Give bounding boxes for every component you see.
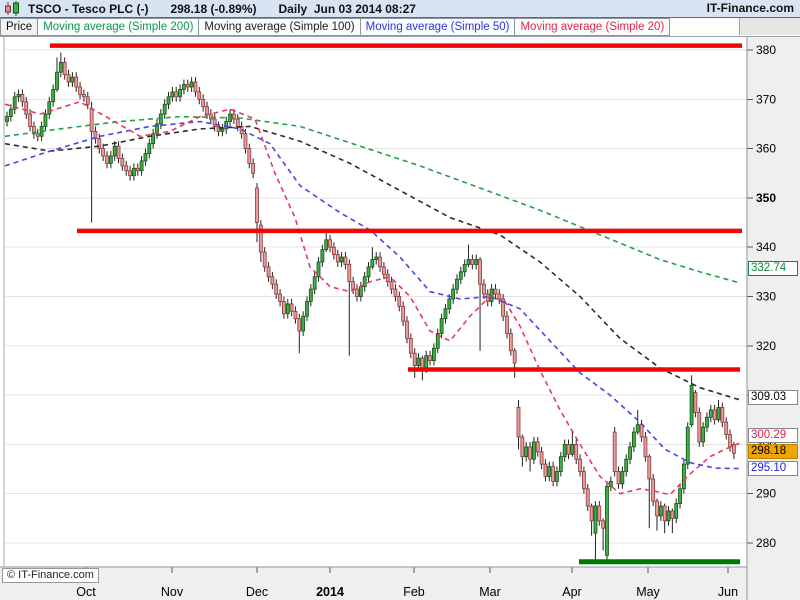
month-tick-label: Jun [718,585,738,599]
month-tick-label: Dec [246,585,268,599]
month-tick-label: Nov [161,585,184,599]
price-tick-label: 370 [756,92,776,106]
month-tick-label: May [636,585,660,599]
ma200-value-label: 332.74 [748,261,798,276]
price-tick-label: 330 [756,290,776,304]
price-tick-label: 380 [756,43,776,57]
tab-ma-simple-20[interactable]: Moving average (Simple 20) [515,18,671,36]
price-tick-label: 350 [756,191,776,205]
indicator-tab-bar: Price Moving average (Simple 200) Moving… [0,18,800,37]
tab-price[interactable]: Price [0,18,39,36]
symbol-title: TSCO - Tesco PLC (-) [28,1,149,16]
price-quote: 298.18 (-0.89%) [170,1,257,16]
current-price-label: 298.18 [748,444,798,459]
brand-link[interactable]: IT-Finance.com [706,1,794,15]
price-tick-label: 340 [756,240,776,254]
tab-ma-simple-200[interactable]: Moving average (Simple 200) [38,18,200,36]
tab-ma-simple-50[interactable]: Moving average (Simple 50) [360,18,516,36]
ma100-value-label: 309.03 [748,390,798,405]
price-tick-label: 320 [756,339,776,353]
tab-ma-simple-100[interactable]: Moving average (Simple 100) [199,18,361,36]
header-bar: TSCO - Tesco PLC (-) 298.18 (-0.89%) Dai… [0,0,800,18]
ma20-value-label: 300.29 [748,428,798,443]
price-tick-label: 290 [756,487,776,501]
month-tick-label: 2014 [316,585,344,599]
month-tick-label: Feb [403,585,425,599]
candlestick-logo-icon [5,1,19,16]
price-tick-label: 360 [756,142,776,156]
timeframe-datetime: Daily Jun 03 2014 08:27 [278,1,416,16]
month-tick-label: Apr [562,585,581,599]
ma50-value-label: 295.10 [748,461,798,476]
month-tick-label: Oct [76,585,96,599]
copyright-label: © IT-Finance.com [2,568,99,583]
month-tick-label: Mar [479,585,501,599]
tab-bar-corner [739,18,800,35]
price-tick-label: 280 [756,536,776,550]
